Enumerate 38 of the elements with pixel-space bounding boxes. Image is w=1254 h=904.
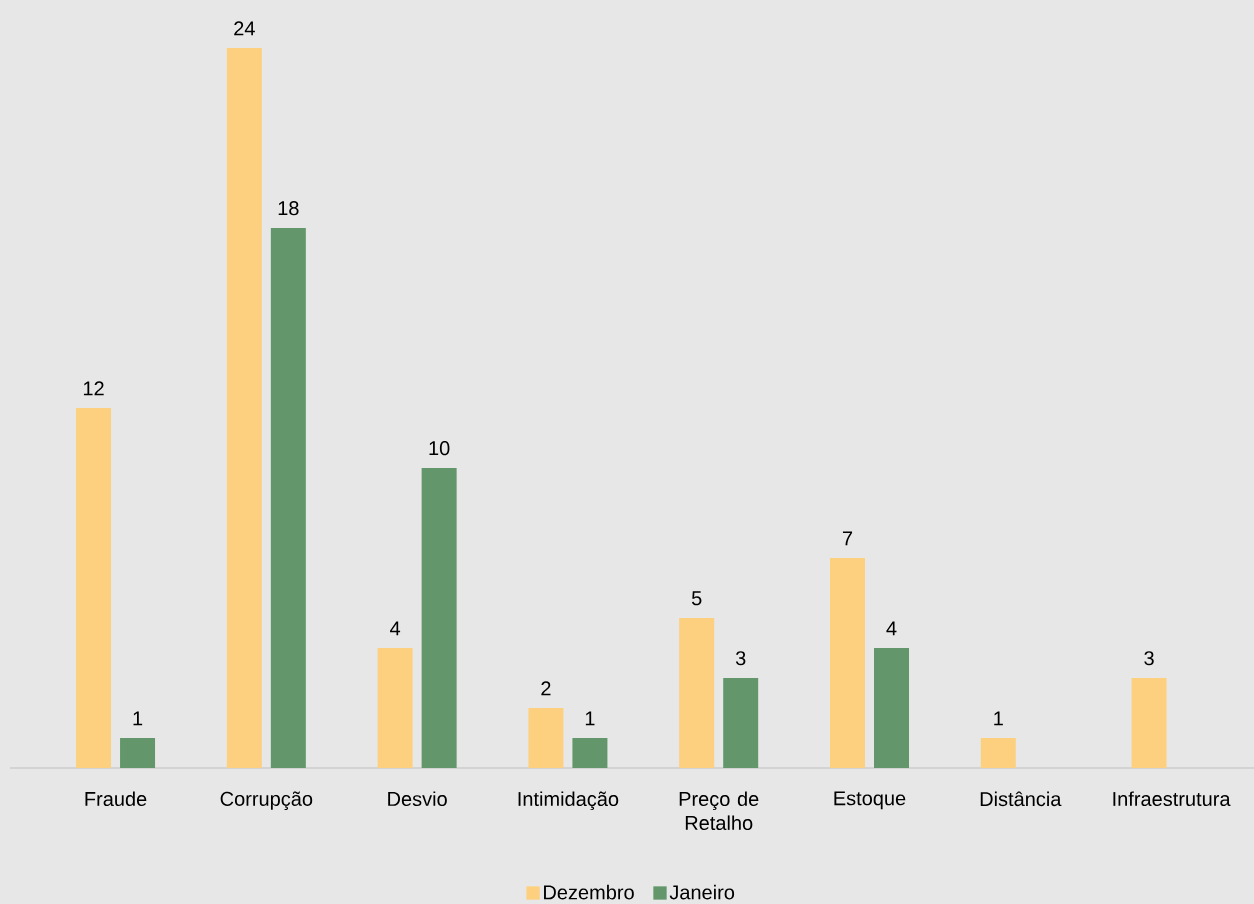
x-tick-label: Estoque — [834, 791, 906, 810]
x-tick-label: Preço de Retalho — [679, 791, 759, 831]
data-label: 18 — [278, 201, 299, 216]
x-tick-label: Fraude — [85, 791, 147, 807]
data-label: 3 — [735, 651, 746, 666]
data-label: 3 — [1144, 651, 1154, 666]
bar — [76, 408, 112, 768]
x-tick-label: Infraestrutura — [1113, 791, 1231, 807]
data-label: 7 — [842, 531, 853, 546]
data-label: 1 — [133, 711, 143, 726]
data-label: 4 — [390, 621, 401, 636]
bar — [226, 48, 262, 768]
x-tick-label: Desvio — [388, 791, 447, 807]
x-tick-label: Distância — [980, 791, 1062, 807]
bar — [377, 648, 413, 768]
bar — [723, 678, 759, 768]
bar — [270, 228, 306, 768]
data-label: 1 — [585, 711, 595, 726]
data-label: 2 — [541, 681, 551, 696]
x-tick-label: Corrupção — [220, 791, 313, 810]
data-label: 4 — [886, 621, 897, 636]
bar — [874, 648, 909, 768]
data-label: 24 — [234, 21, 255, 36]
data-label: 12 — [83, 381, 104, 396]
bar — [120, 738, 156, 768]
bar — [528, 708, 564, 768]
data-label: 5 — [691, 591, 702, 606]
bar — [421, 468, 457, 768]
bar — [679, 618, 715, 768]
bar — [572, 738, 608, 768]
bar — [980, 738, 1016, 768]
data-label: 1 — [994, 711, 1003, 726]
bar — [1131, 678, 1167, 768]
legend-label: Dezembro — [544, 884, 634, 900]
legend-label: Janeiro — [669, 884, 735, 900]
x-tick-label: Intimidação — [518, 791, 619, 811]
data-label: 10 — [429, 441, 450, 456]
bar — [829, 558, 865, 768]
